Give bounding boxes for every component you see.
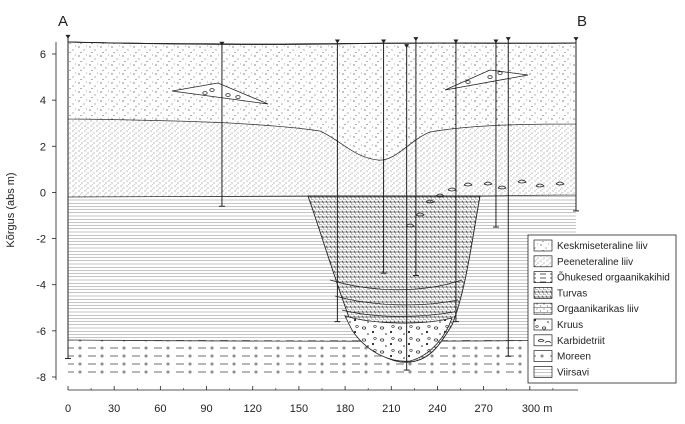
y-tick-label: -4 [36,280,46,292]
lens-gravel-mark [202,91,208,95]
legend-swatch-gravel [533,318,553,331]
profile-end-label: B [577,13,587,30]
y-tick-label: -2 [36,234,46,246]
shell-detritus-mark [555,181,565,186]
channel-band-3 [341,309,455,317]
borehole-top-marker [505,37,511,42]
borehole-top-marker [413,37,419,42]
channel-band-1 [329,279,463,291]
legend-label: Moreen [557,352,591,363]
legend-label: Keskmiseteraline liiv [557,241,648,252]
y-tick-label: 2 [40,141,46,153]
x-tick-label: 0 [65,403,71,415]
x-tick-label: 300 m [522,403,553,415]
legend-swatch-dots-coarse [533,239,553,252]
x-tick-label: 30 [108,403,120,415]
lens-gravel-mark [487,75,493,79]
lens-gravel-mark [497,71,503,75]
y-tick-label: 4 [40,95,46,107]
legend-label: Orgaanikarikas liiv [557,304,639,315]
legend-swatch-hatch [533,287,553,299]
shell-detritus-mark [517,179,527,184]
shell-detritus-mark [497,185,507,190]
x-tick-label: 180 [336,403,354,415]
x-tick-label: 90 [200,403,212,415]
shell-detritus-mark [435,193,445,198]
legend-swatch-dots-fine [533,255,553,268]
y-tick-label: 0 [40,187,46,199]
channel-band-2 [334,295,459,306]
legend-swatch-dashed-layers [533,271,553,283]
shell-detritus-mark [483,181,493,186]
shell-detritus-mark [425,199,435,204]
shell-detritus-mark [535,183,545,188]
x-tick-label: 270 [474,403,492,415]
legend-swatch-horizontal-lines [533,366,553,378]
borehole-top-marker [381,39,387,44]
organic-lens-right [444,69,529,91]
borehole-top-marker [573,37,579,42]
legend-label: Õhukesed orgaanikakihid [557,271,670,284]
shell-detritus-mark [405,223,415,228]
legend-swatch-dash-dot [533,350,553,362]
borehole-top-marker [334,39,340,44]
x-tick-label: 240 [428,403,446,415]
shell-detritus-mark [415,212,425,217]
shell-detritus-mark [463,182,473,187]
y-tick-label: -6 [36,326,46,338]
gravel-channel-base [344,315,453,362]
legend-label: Turvas [557,288,587,299]
y-axis-title: Kõrgus (abs m) [5,172,17,247]
borehole-top-marker [453,39,459,44]
legend-box [527,234,677,384]
legend-label: Peeneteraline liiv [557,257,633,268]
borehole-top-marker [493,39,499,44]
x-tick-label: 210 [382,403,400,415]
lens-gravel-mark [465,80,471,84]
legend-swatch-dotted-hatch [533,302,553,315]
legend-shell-mark [537,338,552,344]
y-tick-label: -8 [36,372,46,384]
legend-label: Viirsavi [557,367,589,378]
lens-gravel-mark [209,88,215,92]
lens-gravel-mark [235,95,241,99]
legend-label: Karbidetriit [557,336,605,347]
y-tick-label: 6 [40,49,46,61]
lens-gravel-mark [225,93,231,97]
x-tick-label: 60 [154,403,166,415]
x-tick-label: 120 [244,403,262,415]
borehole-top-marker [65,34,71,39]
organic-lens-left [171,82,269,105]
profile-start-label: A [58,13,68,30]
borehole-top-marker [219,41,225,46]
x-tick-label: 150 [290,403,308,415]
ground-surface [67,41,577,45]
till-layer [68,340,576,377]
borehole-top-marker [404,44,410,49]
legend-label: Kruus [557,320,583,331]
